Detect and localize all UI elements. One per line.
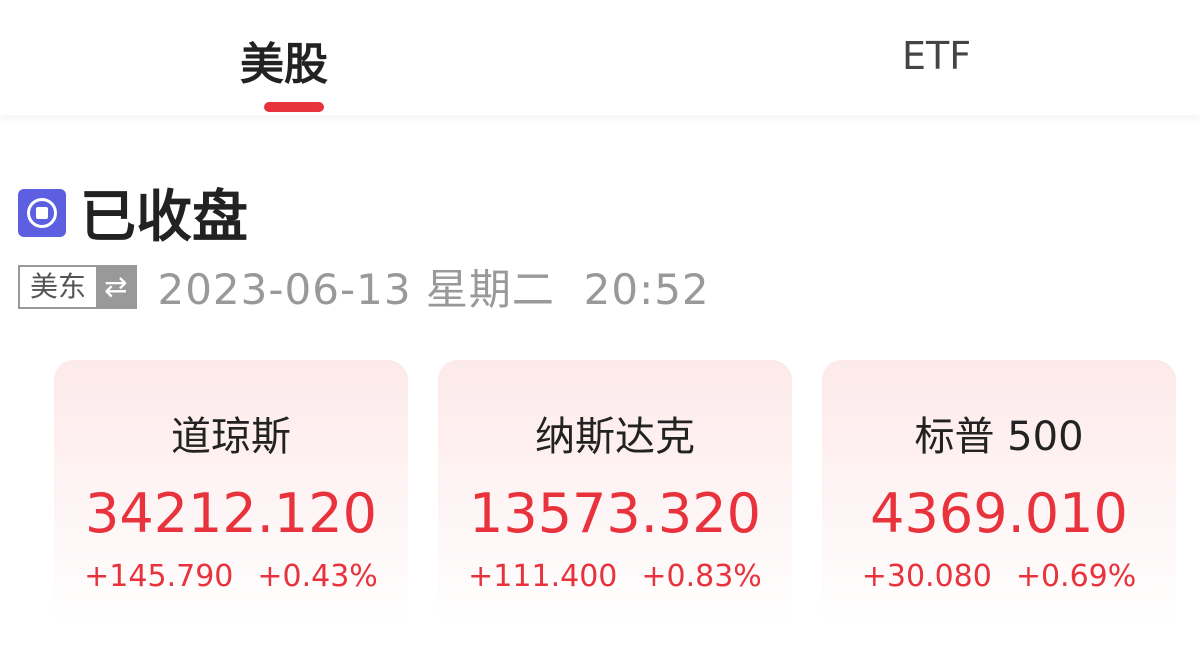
index-name: 纳斯达克: [535, 414, 695, 460]
index-change: +111.400: [468, 559, 618, 594]
market-status: 已收盘: [18, 172, 248, 253]
index-change: +145.790: [84, 559, 234, 594]
index-card-sp500[interactable]: 标普 500 4369.010 +30.080 +0.69%: [822, 360, 1176, 630]
active-tab-indicator: [264, 102, 324, 112]
index-card-dow[interactable]: 道琼斯 34212.120 +145.790 +0.43%: [54, 360, 408, 630]
index-change-pct: +0.69%: [1015, 559, 1137, 594]
index-price: 4369.010: [870, 482, 1128, 545]
index-price: 13573.320: [468, 482, 762, 545]
index-change-pct: +0.83%: [641, 559, 762, 594]
index-price: 34212.120: [84, 482, 378, 545]
index-card-nasdaq[interactable]: 纳斯达克 13573.320 +111.400 +0.83%: [438, 360, 792, 630]
timezone-toggle[interactable]: 美东 ⇄: [18, 264, 138, 309]
market-closed-icon: [18, 188, 66, 237]
index-name: 道琼斯: [171, 414, 291, 460]
tab-bar: 美股 ETF: [0, 0, 1200, 115]
tab-us-stocks[interactable]: 美股: [240, 39, 328, 90]
timezone-label: 美东: [30, 269, 87, 303]
time-row: 美东 ⇄ 2023-06-13 星期二 20:52: [18, 256, 710, 317]
index-change: +30.080: [861, 559, 992, 594]
market-status-text: 已收盘: [80, 185, 248, 250]
index-change-pct: +0.43%: [257, 559, 378, 594]
swap-icon: ⇄: [96, 266, 136, 307]
index-name: 标普 500: [914, 414, 1084, 460]
tab-etf[interactable]: ETF: [902, 34, 972, 78]
market-datetime: 2023-06-13 星期二 20:52: [157, 265, 710, 314]
